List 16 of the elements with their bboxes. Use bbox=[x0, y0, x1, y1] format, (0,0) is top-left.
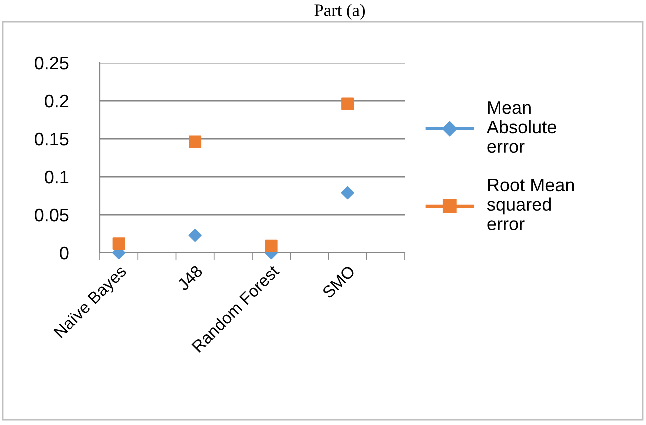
point bbox=[342, 98, 354, 110]
point bbox=[188, 228, 202, 242]
y-tick-label: 0.25 bbox=[35, 56, 69, 70]
point bbox=[265, 240, 278, 252]
y-tick-label: 0.2 bbox=[45, 94, 69, 108]
legend-label: Mean Absolute error bbox=[486, 102, 556, 154]
y-tick-label: 0 bbox=[60, 246, 69, 260]
point bbox=[341, 186, 354, 200]
y-tick-label: 0.05 bbox=[35, 208, 69, 222]
y-tick-label: 0.1 bbox=[45, 170, 69, 184]
y-tick-label: 0.15 bbox=[35, 132, 69, 146]
x-tick-label: J48 bbox=[176, 264, 204, 292]
chart-title: Part (a) bbox=[314, 4, 366, 20]
legend-label: Root Mean squared error bbox=[487, 178, 574, 230]
point bbox=[112, 238, 126, 250]
point bbox=[189, 136, 202, 148]
